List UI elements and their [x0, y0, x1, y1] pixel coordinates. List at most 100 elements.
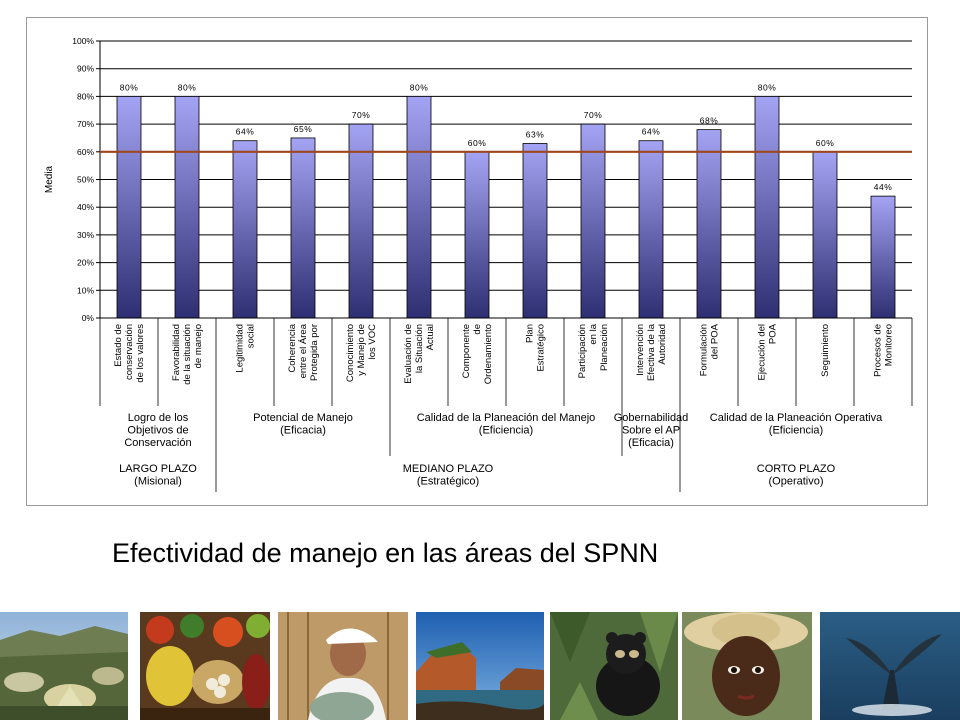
data-label: 80%	[758, 82, 777, 92]
category-label: y Manejo de	[356, 324, 367, 376]
data-label: 80%	[120, 82, 139, 92]
bar	[522, 143, 548, 319]
bar	[232, 140, 258, 319]
horizon-label: (Operativo)	[768, 476, 823, 488]
category-label: Coherencia	[287, 323, 298, 372]
category-label: entre el Área	[298, 323, 309, 378]
group-label: Conservación	[124, 437, 191, 449]
photo-coastal-cliffs	[416, 612, 544, 720]
category-label: POA	[768, 323, 779, 344]
category-label: de los valores	[135, 324, 146, 383]
bar	[406, 96, 432, 319]
data-label: 65%	[294, 124, 313, 134]
group-label: (Eficiencia)	[479, 425, 533, 437]
photo-spectacled-bear	[550, 612, 678, 720]
slide-caption: Efectividad de manejo en las áreas del S…	[112, 538, 659, 568]
group-label: (Eficacia)	[280, 425, 326, 437]
bar	[696, 129, 722, 319]
category-label: Monitoreo	[884, 324, 895, 366]
category-label: Estratégico	[536, 324, 547, 372]
photo-woman-with-cap	[278, 612, 408, 720]
y-tick-label: 0%	[82, 313, 95, 323]
y-tick-label: 50%	[77, 175, 94, 185]
category-label: en la	[588, 323, 599, 344]
y-tick-label: 30%	[77, 230, 94, 240]
y-tick-label: 90%	[77, 64, 94, 74]
category-label: Procesos de	[873, 324, 884, 377]
category-label: Conocimiento	[345, 324, 356, 382]
horizon-label: MEDIANO PLAZO	[403, 463, 494, 475]
group-label: Sobre el AP	[622, 425, 680, 437]
group-label: Calidad de la Planeación Operativa	[710, 412, 883, 424]
bar	[348, 123, 374, 319]
horizon-label: CORTO PLAZO	[757, 463, 836, 475]
bar	[638, 140, 664, 319]
category-label: Ordenamiento	[483, 324, 494, 384]
bar	[464, 151, 490, 319]
data-label: 70%	[584, 110, 603, 120]
group-label: (Eficiencia)	[769, 425, 823, 437]
y-tick-label: 70%	[77, 119, 94, 129]
category-label: la Situación	[414, 324, 425, 373]
category-label: Autoridad	[657, 324, 668, 365]
bar	[870, 195, 896, 319]
data-label: 44%	[874, 182, 893, 192]
y-tick-label: 80%	[77, 91, 94, 101]
bar-chart: 0% 10% 20% 30% 40% 50% 60% 70% 80% 90% 100% Media 80…	[44, 36, 913, 492]
category-label: Plan	[525, 324, 536, 343]
y-tick-label: 20%	[77, 258, 94, 268]
y-tick-label: 40%	[77, 202, 94, 212]
group-label: Gobernabilidad	[614, 412, 689, 424]
chart-frame: 0% 10% 20% 30% 40% 50% 60% 70% 80% 90% 100% Media 80…	[26, 17, 928, 506]
category-label: de la situación	[182, 324, 193, 385]
group-label: Logro de los	[128, 412, 189, 424]
data-label: 68%	[700, 116, 719, 126]
category-label: Seguimiento	[820, 324, 831, 377]
data-label: 60%	[816, 138, 835, 148]
y-tick-label: 10%	[77, 285, 94, 295]
horizon-label: LARGO PLAZO	[119, 463, 197, 475]
bar	[116, 96, 142, 319]
horizon-label: (Misional)	[134, 476, 182, 488]
bar	[580, 123, 606, 319]
category-label: social	[246, 324, 257, 348]
category-label: de manejo	[193, 324, 204, 368]
category-label: Favorabilidad	[171, 324, 182, 381]
bar	[290, 137, 316, 319]
category-label: de	[472, 324, 483, 335]
category-label: Participación	[577, 324, 588, 378]
data-label: 64%	[642, 127, 661, 137]
category-label: Componente	[461, 324, 472, 378]
photo-strip	[0, 612, 960, 720]
category-label: los VOC	[367, 324, 378, 360]
data-label: 70%	[352, 110, 371, 120]
group-label: (Eficacia)	[628, 437, 674, 449]
y-tick-label: 60%	[77, 147, 94, 157]
group-label: Potencial de Manejo	[253, 412, 353, 424]
data-label: 80%	[410, 82, 429, 92]
photo-child-with-hat	[682, 612, 812, 720]
bar	[812, 151, 838, 319]
category-label: Legitimidad	[235, 324, 246, 373]
category-label: Intervención	[635, 324, 646, 376]
category-label: Formulación	[699, 324, 710, 376]
category-label: Protegida por	[309, 324, 320, 381]
y-tick-label: 100%	[72, 36, 94, 46]
group-label: Calidad de la Planeación del Manejo	[417, 412, 596, 424]
data-label: 64%	[236, 127, 255, 137]
category-label: Ejecución del	[757, 324, 768, 381]
horizon-label: (Estratégico)	[417, 476, 479, 488]
data-label: 60%	[468, 138, 487, 148]
data-label: 63%	[526, 129, 545, 139]
photo-market-produce	[140, 612, 270, 720]
photo-paramo-frailejones	[0, 612, 128, 720]
photo-whale-tail	[820, 612, 960, 720]
y-axis-label: Media	[44, 165, 55, 193]
bar	[174, 96, 200, 319]
data-label: 80%	[178, 82, 197, 92]
category-label: conservación	[124, 324, 135, 380]
category-label: del POA	[710, 323, 721, 359]
category-label: Actual	[425, 324, 436, 350]
category-label: Evaluación de	[403, 324, 414, 384]
category-label: Estado de	[113, 324, 124, 367]
